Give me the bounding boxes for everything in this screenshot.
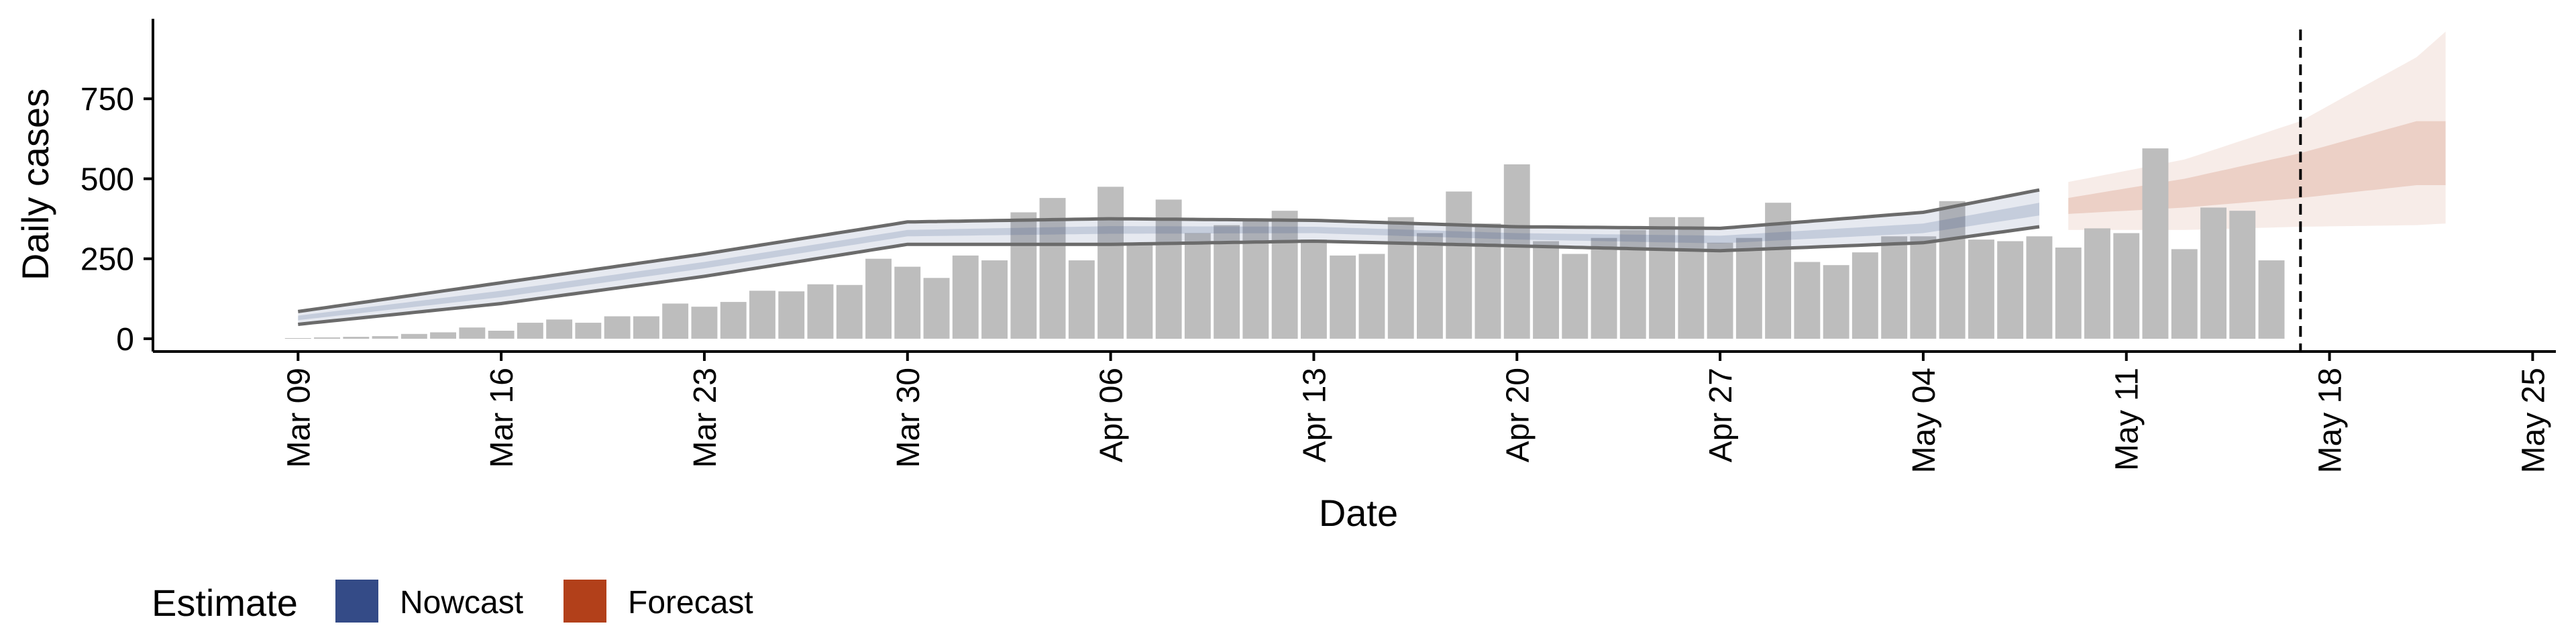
legend-swatch [335,580,378,623]
case-bar [1387,217,1414,339]
case-bar [1881,236,1908,339]
case-bar [952,255,979,339]
case-bar [923,278,950,339]
x-tick-label: Mar 16 [484,368,520,468]
case-bar [1968,239,1994,339]
x-tick-label: Mar 09 [281,368,317,468]
case-bar [2084,228,2110,339]
legend-label: Forecast [628,585,753,621]
case-bar [372,336,398,339]
case-bar [517,323,543,339]
case-bar [2142,148,2169,339]
case-bar [1068,260,1095,339]
nowcast-upper-line [297,188,2040,313]
y-ticks: 0 250 500 750 [80,82,153,358]
x-tick-label: Mar 23 [688,368,723,468]
estimate-bands [2068,32,2446,230]
case-bar [865,258,892,339]
case-bar [633,316,659,339]
case-bar [1446,191,1472,339]
case-bar [430,332,456,339]
case-bar [1823,265,1849,339]
case-bar [807,284,834,339]
x-tick-label: May 11 [2110,368,2145,471]
case-bar [1301,239,1327,339]
case-bar [1562,254,1589,339]
case-bar [1678,217,1705,339]
x-tick-label: Apr 20 [1500,368,1536,462]
case-bar [1649,217,1675,339]
case-bar [2258,260,2285,339]
case-bar [1097,186,1124,339]
case-bar [749,290,775,339]
case-bar [1330,255,1356,339]
case-bar [575,323,602,339]
x-tick-label: Apr 27 [1703,368,1739,462]
y-tick-label: 0 [116,322,134,358]
x-tick-label: May 18 [2313,368,2349,473]
y-tick-label: 500 [80,162,134,197]
case-bar [314,337,340,339]
legend-swatch [564,580,606,623]
case-bar [1474,223,1501,339]
case-bar [1735,237,1762,339]
case-bar [662,303,689,339]
legend-label: Nowcast [400,585,523,621]
case-bars [284,148,2285,339]
case-bar [1533,241,1559,339]
case-bar [459,327,486,339]
case-bar [1794,262,1821,339]
case-bar [2055,248,2082,339]
x-tick-label: May 25 [2516,368,2551,473]
legend-title: Estimate [152,582,298,624]
case-bar [284,338,311,339]
x-tick-label: Apr 06 [1094,368,1130,462]
estimate-lines [297,188,2040,326]
nowcast-lower-line [298,225,2040,326]
case-bar [778,291,805,339]
case-bar [1155,199,1182,339]
legend: Estimate Nowcast Forecast [152,580,753,624]
case-bar [1010,212,1037,339]
y-tick-label: 250 [80,242,134,278]
case-bar [604,316,631,339]
case-bar [2113,233,2140,339]
case-bar [1417,233,1443,339]
case-bar [2171,249,2198,339]
axes: Mar 09 Mar 16 Mar 23 Mar 30 Apr 06 Apr 13 Apr … [80,19,2556,473]
case-bar [1184,233,1211,339]
case-bar [1358,254,1385,339]
case-bar [2200,207,2226,339]
x-axis-title: Date [1319,492,1398,534]
case-bar [1939,201,1966,339]
case-bar [894,266,921,339]
x-tick-label: Apr 13 [1297,368,1332,462]
case-bar [1707,242,1733,339]
x-ticks: Mar 09 Mar 16 Mar 23 Mar 30 Apr 06 Apr 13 Apr … [281,352,2551,473]
case-bar [1997,241,2024,339]
case-bar [400,333,427,339]
case-bar [546,319,573,339]
case-bar [343,337,370,339]
y-axis-title: Daily cases [14,89,56,280]
case-bar [2026,236,2053,339]
y-tick-label: 750 [80,82,134,117]
x-tick-label: May 04 [1907,368,1942,473]
case-bar [836,284,863,339]
case-bar [1503,164,1530,339]
case-bar [488,331,515,339]
case-bar [720,302,747,339]
case-bar [1271,211,1298,339]
case-bar [981,260,1008,339]
case-bar [1851,252,1878,339]
case-bar [1242,219,1269,339]
case-bar [2229,211,2256,339]
case-bar [1126,242,1153,339]
x-tick-label: Mar 30 [891,368,926,468]
case-bar [1910,236,1937,339]
case-bar [1591,237,1617,339]
case-bar [691,307,718,339]
